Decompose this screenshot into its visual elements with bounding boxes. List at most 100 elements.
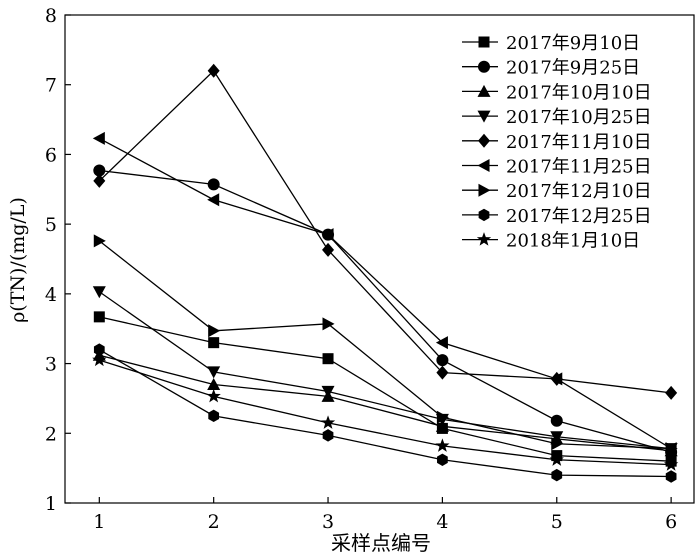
y-axis-label: ρ(TN)/(mg/L) <box>7 197 29 323</box>
legend-marker <box>478 133 490 148</box>
x-tick-label: 5 <box>551 511 563 533</box>
data-point <box>93 173 106 188</box>
data-point <box>436 354 449 367</box>
legend-marker <box>478 36 490 48</box>
legend-item: 2017年12月25日 <box>462 206 652 227</box>
legend-label: 2018年1月10日 <box>506 231 640 252</box>
legend-label: 2017年12月10日 <box>506 181 652 202</box>
data-point <box>92 286 106 299</box>
x-tick-label: 6 <box>665 511 677 533</box>
legend-marker <box>478 208 490 222</box>
series-7 <box>93 234 678 456</box>
series-line <box>99 316 672 462</box>
data-point <box>551 468 563 482</box>
legend-item: 2017年12月10日 <box>462 181 652 202</box>
data-point <box>322 242 335 257</box>
plot-frame <box>64 14 695 504</box>
legend-marker <box>477 84 491 97</box>
legend: 2017年9月10日 2017年9月25日 2017年10月10日 2017年10月2… <box>462 33 652 252</box>
legend-label: 2017年11月25日 <box>506 157 652 178</box>
legend-marker <box>478 60 490 73</box>
y-tick-label: 8 <box>45 5 57 27</box>
legend-item: 2017年10月10日 <box>462 82 652 103</box>
axes: 1 2 3 4 5 6 1 2 3 4 5 6 7 8 <box>45 5 695 533</box>
data-point <box>436 365 449 380</box>
data-point <box>207 178 220 191</box>
legend-label: 2017年9月10日 <box>506 33 640 54</box>
data-point <box>206 388 221 403</box>
data-point <box>549 452 564 466</box>
series-line <box>98 240 672 450</box>
legend-item: 2017年10月25日 <box>462 107 652 128</box>
y-tick-label: 5 <box>45 214 57 236</box>
data-point <box>93 234 106 248</box>
series-line <box>98 349 672 478</box>
data-point <box>665 385 678 400</box>
data-point <box>208 324 221 338</box>
y-tick-label: 2 <box>45 423 57 445</box>
legend-marker <box>478 183 491 197</box>
y-tick-label: 7 <box>45 75 57 97</box>
x-tick-label: 2 <box>208 511 220 533</box>
series-9 <box>92 352 679 471</box>
data-point <box>436 410 449 424</box>
data-point <box>93 343 105 356</box>
legend-label: 2017年12月25日 <box>506 206 652 227</box>
data-point <box>92 131 105 145</box>
x-tick-label: 4 <box>436 511 448 533</box>
data-point <box>208 337 220 349</box>
legend-marker <box>477 110 491 123</box>
legend-item: 2017年9月10日 <box>462 33 640 54</box>
data-point <box>550 431 564 444</box>
legend-label: 2017年11月10日 <box>506 132 652 153</box>
legend-label: 2017年10月25日 <box>506 107 652 128</box>
data-point <box>550 372 563 386</box>
data-point <box>322 353 334 365</box>
data-point <box>92 352 107 367</box>
legend-label: 2017年10月10日 <box>506 82 652 103</box>
y-tick-label: 1 <box>45 493 57 515</box>
data-point <box>207 377 221 391</box>
legend-marker <box>477 159 490 172</box>
data-point <box>320 415 336 429</box>
data-point <box>551 437 564 451</box>
series-line <box>99 359 672 466</box>
series-line <box>99 169 672 453</box>
data-point <box>663 457 679 471</box>
legend-label: 2017年9月25日 <box>506 58 640 79</box>
data-point <box>437 453 448 466</box>
data-point <box>93 164 106 177</box>
legend-item: 2017年11月10日 <box>462 132 652 153</box>
data-point <box>665 442 678 456</box>
data-point <box>208 409 220 423</box>
data-point <box>207 63 220 78</box>
legend-item: 2017年11月25日 <box>462 157 652 178</box>
series-line <box>99 137 672 450</box>
data-point <box>322 429 334 442</box>
data-point <box>207 193 220 207</box>
series-line <box>98 291 672 450</box>
x-tick-label: 1 <box>93 511 105 533</box>
legend-item: 2017年9月25日 <box>462 58 640 79</box>
data-point <box>321 228 334 242</box>
y-tick-label: 4 <box>45 284 57 306</box>
series-8 <box>93 343 677 483</box>
x-tick-label: 3 <box>322 511 334 533</box>
data-point <box>435 438 450 452</box>
data-point <box>322 317 335 331</box>
legend-marker <box>476 232 492 246</box>
legend-item: 2018年1月10日 <box>462 231 640 252</box>
series-lines <box>92 63 679 483</box>
y-tick-label: 6 <box>45 144 57 166</box>
series-1 <box>93 311 677 467</box>
data-point <box>207 366 221 379</box>
series-line <box>98 69 672 394</box>
data-point <box>550 414 563 427</box>
data-point <box>93 311 105 323</box>
data-point <box>665 470 677 483</box>
y-tick-label: 3 <box>45 354 57 376</box>
data-point <box>435 336 448 350</box>
series-line <box>99 354 672 452</box>
data-point <box>321 385 335 398</box>
